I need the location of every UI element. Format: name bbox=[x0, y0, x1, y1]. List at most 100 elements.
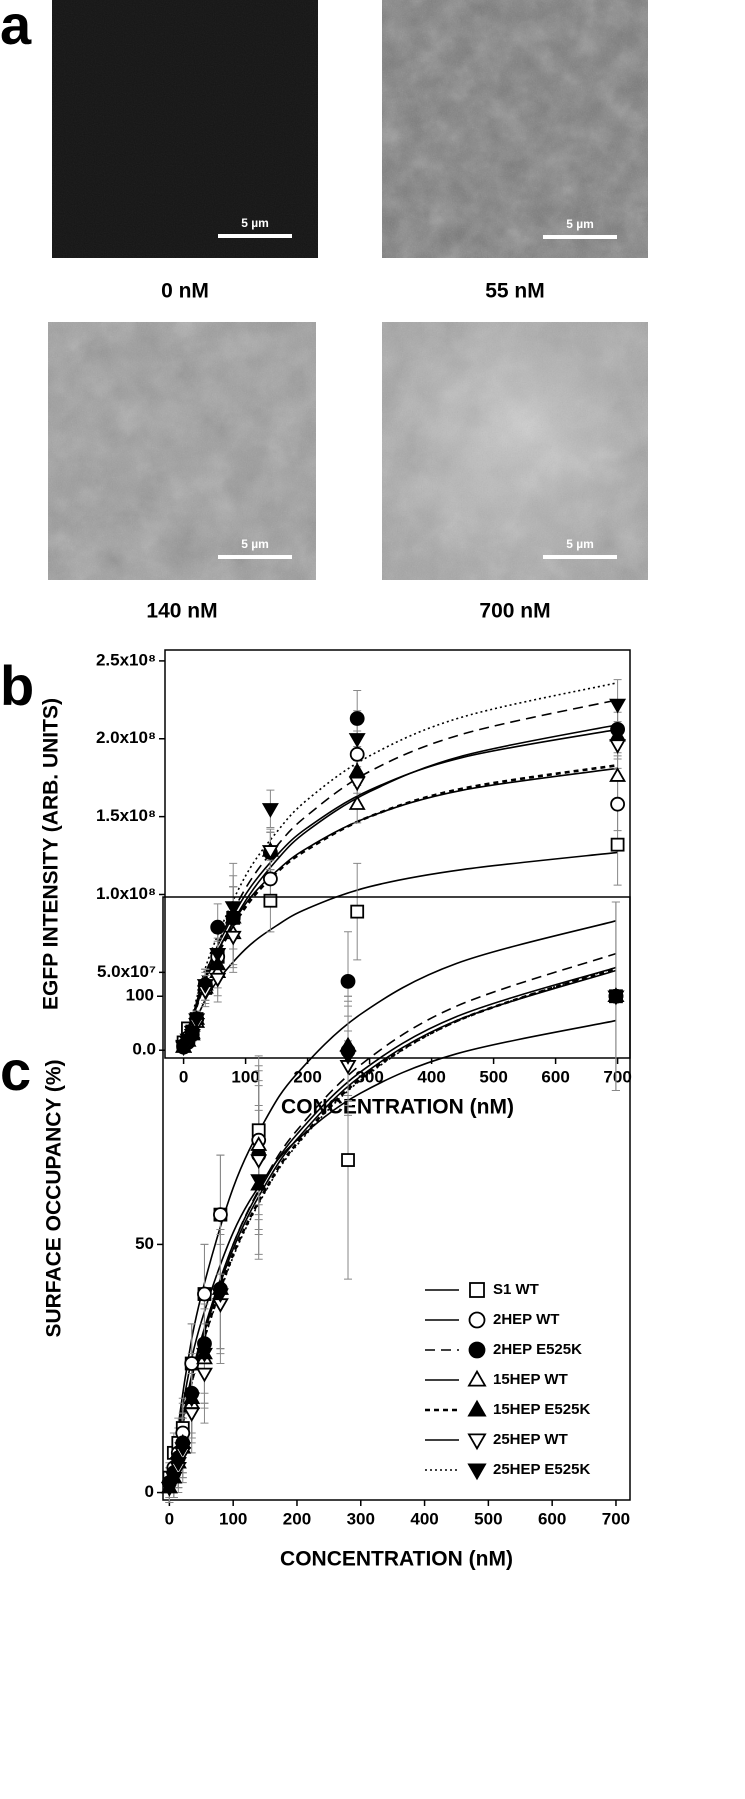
x-tick-label: 0 bbox=[165, 1509, 174, 1528]
marker bbox=[339, 1036, 357, 1052]
marker bbox=[348, 762, 366, 778]
legend-marker bbox=[468, 1341, 486, 1359]
scale-label: 5 µm bbox=[566, 217, 594, 231]
marker bbox=[197, 1286, 212, 1302]
marker bbox=[610, 837, 625, 852]
marker bbox=[209, 972, 227, 988]
fit-line bbox=[182, 763, 618, 1051]
legend-label: 15HEP E525K bbox=[493, 1401, 590, 1418]
marker bbox=[224, 930, 242, 946]
x-tick-label: 100 bbox=[231, 1067, 259, 1086]
marker bbox=[224, 901, 242, 916]
x-tick-label: 700 bbox=[602, 1509, 630, 1528]
plot-frame bbox=[164, 649, 631, 1059]
marker bbox=[609, 739, 627, 754]
marker bbox=[607, 990, 625, 1006]
legend-label: 2HEP WT bbox=[493, 1311, 559, 1328]
scale-label: 5 µm bbox=[566, 537, 594, 551]
x-tick-label: 500 bbox=[474, 1509, 502, 1528]
marker bbox=[211, 1288, 229, 1304]
micrograph: 5 µm bbox=[52, 0, 318, 258]
fit-line bbox=[168, 967, 617, 1493]
legend-marker bbox=[469, 1282, 485, 1298]
marker bbox=[250, 1154, 268, 1170]
marker bbox=[196, 979, 214, 994]
x-axis-label: CONCENTRATION (nM) bbox=[281, 1096, 514, 1119]
y-tick-label: 50 bbox=[135, 1234, 154, 1253]
x-tick-label: 400 bbox=[417, 1067, 445, 1086]
fit-line bbox=[182, 699, 618, 1051]
marker bbox=[174, 1442, 192, 1457]
marker bbox=[348, 795, 366, 810]
scale-label: 5 µm bbox=[241, 216, 269, 230]
marker bbox=[609, 767, 627, 782]
fit-line bbox=[168, 1019, 617, 1493]
image-label: 0 nM bbox=[161, 280, 209, 303]
marker bbox=[610, 796, 625, 812]
fit-line bbox=[168, 920, 617, 1493]
marker bbox=[169, 1457, 187, 1472]
marker bbox=[160, 1481, 178, 1497]
y-tick-label: 1.0x10⁸ bbox=[96, 884, 156, 903]
marker bbox=[609, 698, 627, 714]
x-tick-label: 500 bbox=[479, 1067, 507, 1086]
x-axis-label: CONCENTRATION (nM) bbox=[280, 1548, 513, 1571]
x-tick-label: 400 bbox=[410, 1509, 438, 1528]
x-tick-label: 600 bbox=[541, 1067, 569, 1086]
x-tick-label: 200 bbox=[283, 1509, 311, 1528]
fit-line bbox=[182, 681, 618, 1051]
y-tick-label: 5.0x10⁷ bbox=[97, 962, 156, 981]
image-label: 700 nM bbox=[479, 600, 550, 623]
legend-marker bbox=[467, 1369, 487, 1387]
fit-line bbox=[168, 966, 617, 1493]
marker bbox=[213, 1207, 228, 1223]
marker bbox=[341, 1153, 355, 1167]
y-axis-label: SURFACE OCCUPANCY (%) bbox=[43, 1059, 66, 1337]
marker bbox=[261, 845, 279, 860]
marker bbox=[262, 871, 278, 887]
image-label: 55 nM bbox=[485, 280, 545, 303]
marker bbox=[340, 973, 356, 989]
x-tick-label: 0 bbox=[179, 1067, 188, 1086]
x-tick-label: 700 bbox=[603, 1067, 631, 1086]
marker bbox=[209, 947, 227, 963]
marker bbox=[210, 919, 226, 935]
legend-marker bbox=[467, 1433, 487, 1451]
marker bbox=[349, 746, 365, 762]
panel-letter: c bbox=[0, 1039, 31, 1102]
marker bbox=[348, 776, 366, 792]
y-axis-label: EGFP INTENSITY (ARB. UNITS) bbox=[40, 698, 63, 1010]
panel-letter: b bbox=[0, 654, 34, 717]
marker bbox=[224, 908, 242, 924]
x-tick-label: 100 bbox=[219, 1509, 247, 1528]
marker bbox=[348, 733, 366, 748]
marker bbox=[183, 1025, 201, 1041]
legend-marker bbox=[467, 1463, 487, 1481]
x-tick-label: 300 bbox=[347, 1509, 375, 1528]
plot-frame bbox=[162, 896, 631, 1501]
marker bbox=[349, 711, 365, 726]
image-label: 140 nM bbox=[146, 600, 217, 623]
marker bbox=[339, 1050, 357, 1065]
marker bbox=[350, 904, 365, 919]
x-tick-label: 300 bbox=[355, 1067, 383, 1086]
y-tick-label: 2.5x10⁸ bbox=[96, 650, 156, 669]
y-tick-label: 0.0 bbox=[132, 1040, 156, 1059]
y-tick-label: 100 bbox=[126, 986, 154, 1005]
fit-line bbox=[182, 767, 618, 1051]
marker bbox=[188, 1013, 206, 1029]
marker bbox=[183, 1392, 201, 1408]
micrograph: 5 µm bbox=[382, 0, 648, 258]
legend-label: 25HEP E525K bbox=[493, 1461, 590, 1478]
y-tick-label: 0 bbox=[145, 1482, 154, 1501]
x-tick-label: 200 bbox=[293, 1067, 321, 1086]
legend-label: S1 WT bbox=[493, 1281, 539, 1298]
panel-letter: a bbox=[0, 0, 32, 56]
fit-line bbox=[182, 723, 618, 1051]
x-tick-label: 600 bbox=[538, 1509, 566, 1528]
legend-label: 25HEP WT bbox=[493, 1431, 568, 1448]
y-tick-label: 2.0x10⁸ bbox=[96, 728, 156, 747]
marker bbox=[209, 955, 227, 971]
legend-label: 15HEP WT bbox=[493, 1371, 568, 1388]
